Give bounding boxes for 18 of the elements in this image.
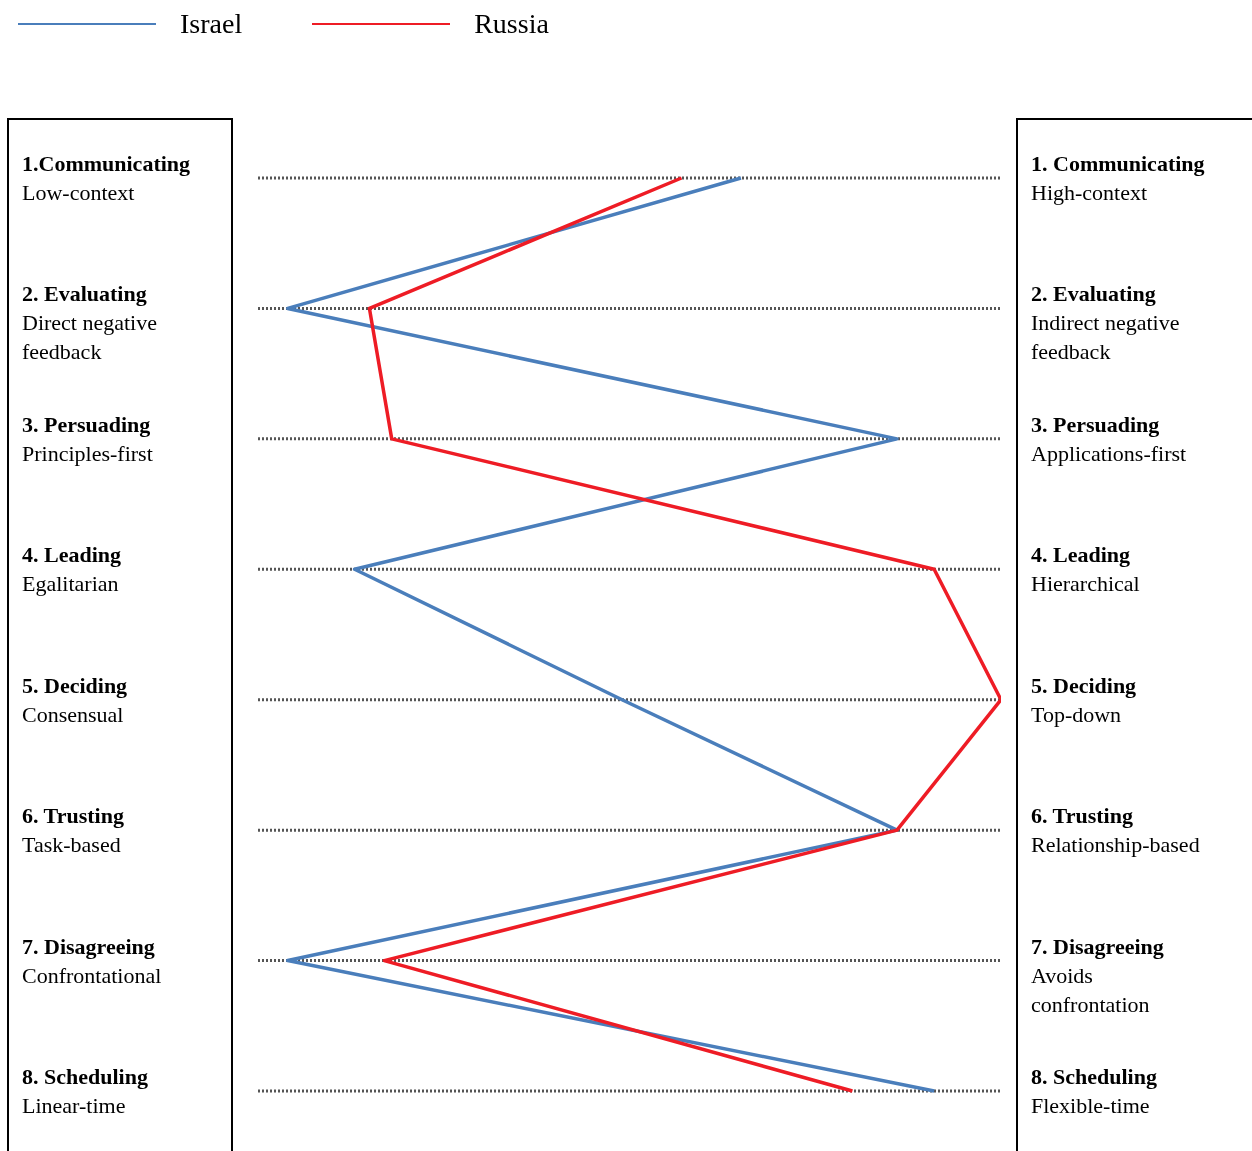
legend-label: Israel bbox=[180, 8, 243, 40]
y-tick-label: 5. Deciding Consensual bbox=[22, 672, 128, 727]
y2-tick-label: 3. Persuading Applications-first bbox=[1031, 411, 1187, 466]
legend-label: Russia bbox=[474, 8, 549, 40]
y-tick-label: 4. Leading Egalitarian bbox=[22, 542, 122, 597]
y2-tick-label: 2. Evaluating Indirect negative feedback bbox=[1031, 281, 1180, 365]
y-tick-label: 6. Trusting Task-based bbox=[22, 803, 124, 858]
y2-tick-label: 8. Scheduling Flexible-time bbox=[1031, 1064, 1157, 1118]
y2-tick-label: 7. Disagreeing Avoids confrontation bbox=[1031, 933, 1164, 1017]
y2-tick-label: 4. Leading Hierarchical bbox=[1031, 542, 1140, 597]
y-tick-label: 1.Communicating Low-context bbox=[22, 151, 191, 205]
y2-tick-label: 6. Trusting Relationship-based bbox=[1031, 803, 1200, 858]
y-tick-label: 2. Evaluating Direct negative feedback bbox=[22, 281, 157, 365]
y2-tick-label: 1. Communicating High-context bbox=[1031, 151, 1205, 205]
y2-tick-label: 5. Deciding Top-down bbox=[1031, 672, 1137, 727]
y-tick-label: 8. Scheduling Linear-time bbox=[22, 1064, 148, 1118]
y-tick-label: 3. Persuading Principles-first bbox=[22, 411, 153, 466]
y-tick-label: 7. Disagreeing Confrontational bbox=[22, 933, 162, 988]
